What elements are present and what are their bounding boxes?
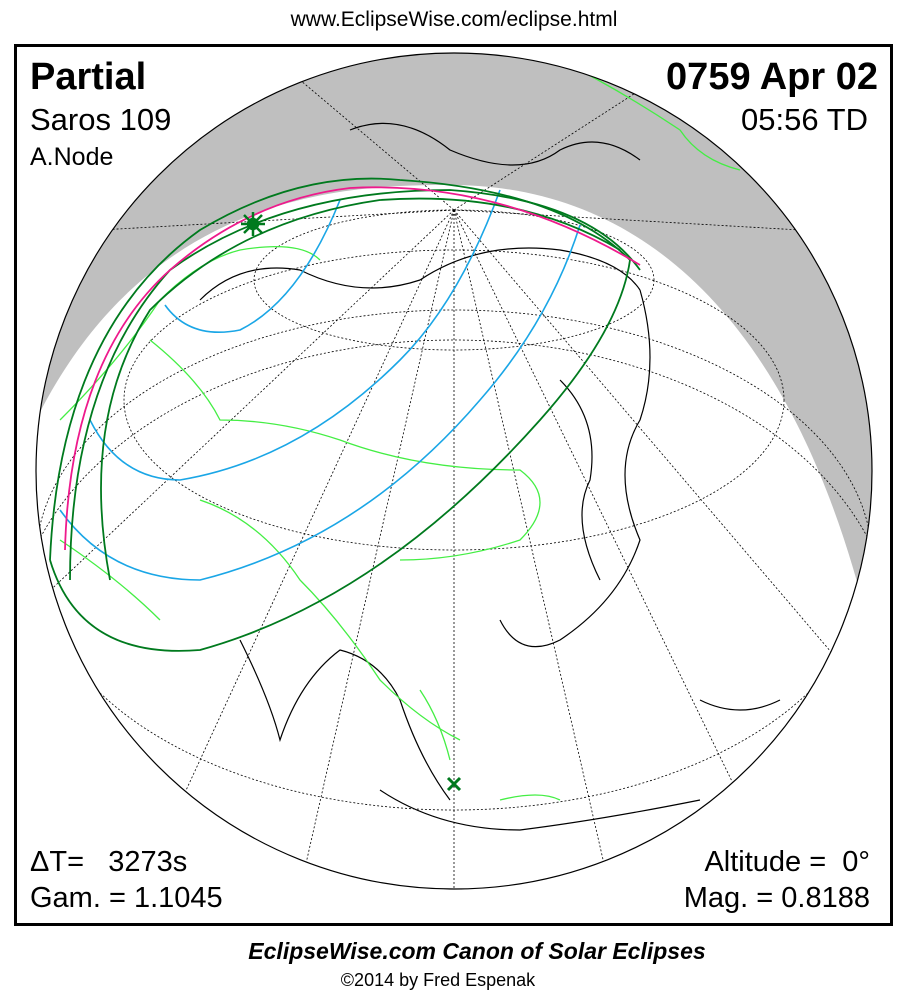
node-label: A.Node: [30, 143, 114, 171]
globe-outline: [35, 52, 873, 890]
copyright: ©2014 by Fred Espenak: [340, 970, 536, 990]
map-frame: [14, 44, 893, 926]
gamma: Gam. = 1.1045: [30, 882, 223, 914]
eclipse-date: 0759 Apr 02: [666, 56, 878, 98]
star-icon: [241, 212, 265, 236]
altitude: Altitude = 0°: [704, 846, 870, 878]
saros-number: Saros 109: [30, 102, 172, 137]
canon-title: EclipseWise.com Canon of Solar Eclipses: [248, 938, 706, 964]
cross-icon: [446, 776, 462, 792]
eclipse-type: Partial: [30, 56, 147, 98]
source-url: www.EclipseWise.com/eclipse.html: [290, 8, 618, 31]
magnitude: Mag. = 0.8188: [683, 882, 870, 914]
daylight-region: [36, 185, 872, 889]
magnitude-curves: [59, 189, 581, 581]
delta-t: ΔT= 3273s: [30, 846, 188, 878]
eclipse-time: 05:56 TD: [741, 102, 868, 137]
coastlines: [199, 122, 781, 831]
maximum-eclipse-curve: [64, 186, 641, 551]
